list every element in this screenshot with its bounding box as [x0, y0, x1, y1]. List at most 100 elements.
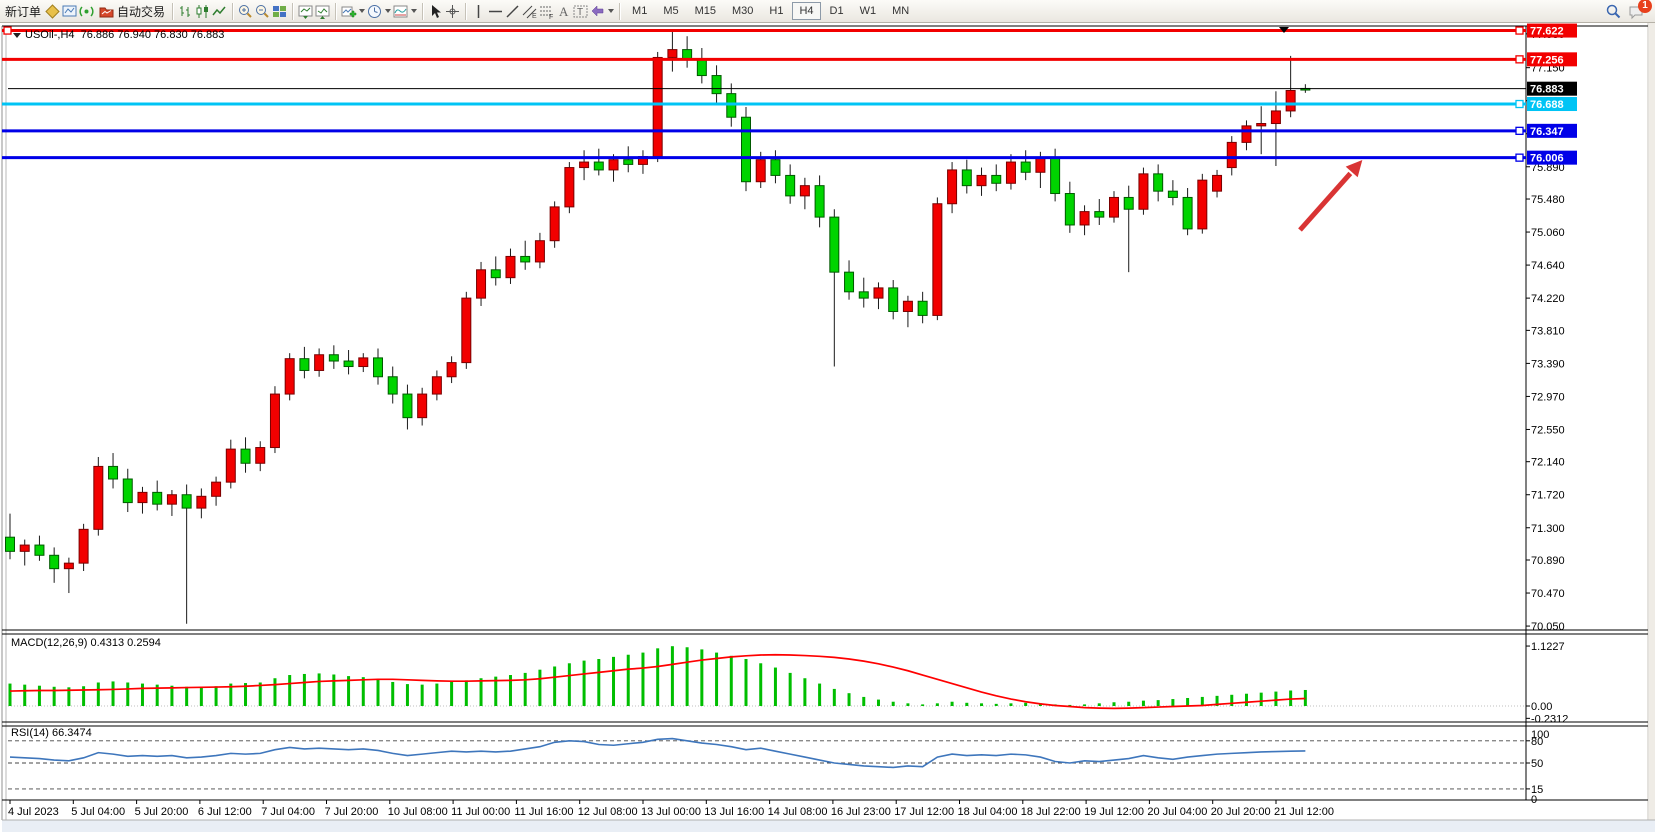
price-axis-label: 71.300: [1531, 523, 1565, 535]
fibonacci-icon[interactable]: F: [538, 3, 555, 21]
price-axis-label: 74.640: [1531, 260, 1565, 272]
svg-text:E: E: [532, 13, 537, 20]
template-dropdown-icon[interactable]: [411, 9, 418, 13]
timeframe-mn[interactable]: MN: [892, 5, 910, 17]
time-axis-label: 5 Jul 20:00: [135, 806, 189, 818]
time-axis-label: 18 Jul 22:00: [1021, 806, 1081, 818]
time-axis-label: 5 Jul 04:00: [71, 806, 125, 818]
autotrade-button[interactable]: 自动交易: [95, 1, 168, 21]
tile-windows-icon[interactable]: [271, 3, 288, 20]
crosshair-icon[interactable]: [444, 3, 461, 20]
price-line-label: 76.688: [1530, 99, 1564, 111]
zoom-out-icon[interactable]: [254, 3, 271, 20]
period-dropdown-icon[interactable]: [385, 9, 392, 13]
add-indicator-icon[interactable]: [340, 3, 357, 20]
candlestick-icon[interactable]: [194, 3, 211, 20]
template-icon[interactable]: [392, 3, 409, 20]
toolbar-separator: [232, 2, 234, 20]
price-axis-label: 75.060: [1531, 227, 1565, 239]
line-handle[interactable]: [1515, 55, 1524, 64]
line-handle[interactable]: [1515, 153, 1524, 162]
timeframe-h4[interactable]: H4: [792, 2, 821, 20]
time-axis-label: 21 Jul 12:00: [1274, 806, 1334, 818]
indicator-window-icon[interactable]: [297, 3, 314, 20]
market-watch-icon[interactable]: [44, 3, 61, 20]
time-axis-label: 13 Jul 16:00: [704, 806, 764, 818]
time-axis-label: 7 Jul 04:00: [261, 806, 315, 818]
time-axis-label: 11 Jul 16:00: [514, 806, 573, 818]
main-toolbar: 新订单 自动交易 E F A T M1 M5 M15 M30 H1 H4 D1 W1 MN 1: [0, 0, 1655, 23]
time-axis-label: 20 Jul 20:00: [1211, 806, 1271, 818]
channel-icon[interactable]: E: [521, 3, 538, 20]
svg-text:F: F: [549, 14, 553, 20]
price-axis-label: 73.810: [1531, 325, 1565, 337]
text-icon[interactable]: A: [555, 3, 572, 20]
line-handle[interactable]: [1515, 126, 1524, 135]
line-handle[interactable]: [1515, 26, 1524, 35]
price-line-label: 77.622: [1530, 26, 1564, 38]
rsi-line: [9, 737, 1306, 769]
zoom-in-icon[interactable]: [237, 3, 254, 20]
price-axis-label: 73.390: [1531, 358, 1565, 370]
search-icon[interactable]: [1605, 3, 1622, 20]
horizontal-line-icon[interactable]: [487, 3, 504, 20]
line-handle[interactable]: [1515, 99, 1524, 109]
timeframe-m1[interactable]: M1: [632, 5, 648, 17]
macd-axis-label: -0.2312: [1531, 713, 1568, 725]
toolbar-separator: [172, 2, 174, 20]
macd-indicator-label: MACD(12,26,9) 0.4313 0.2594: [11, 637, 161, 649]
new-order-button[interactable]: 新订单: [5, 4, 42, 19]
shapes-icon[interactable]: [589, 3, 606, 20]
line-chart-icon[interactable]: [211, 3, 228, 20]
rsi-axis-label: 50: [1531, 758, 1543, 770]
time-axis-label: 17 Jul 12:00: [894, 806, 954, 818]
timeframe-bar: M1 M5 M15 M30 H1 H4 D1 W1 MN: [624, 2, 917, 20]
time-axis-label: 16 Jul 23:00: [831, 806, 891, 818]
price-line-label: 76.006: [1530, 153, 1564, 165]
add-indicator-dropdown-icon[interactable]: [359, 9, 366, 13]
price-line-label: 76.347: [1530, 126, 1564, 138]
time-axis-label: 12 Jul 08:00: [578, 806, 638, 818]
price-axis-label: 72.550: [1531, 424, 1565, 436]
macd-signal-line: [9, 653, 1306, 710]
macd-axis-label: 0.00: [1531, 701, 1552, 713]
toolbar-separator: [465, 2, 467, 20]
text-label-icon[interactable]: T: [572, 3, 589, 20]
ohlc-values: 76.886 76.940 76.830 76.883: [80, 29, 225, 41]
shapes-dropdown-icon[interactable]: [608, 9, 615, 13]
data-window-icon[interactable]: [61, 3, 78, 20]
timeframe-m15[interactable]: M15: [694, 5, 716, 17]
current-price-label: 76.883: [1530, 84, 1564, 96]
bar-chart-icon[interactable]: [177, 3, 194, 20]
price-axis-label: 74.220: [1531, 293, 1565, 305]
time-axis-label: 7 Jul 20:00: [325, 806, 379, 818]
period-clock-icon[interactable]: [366, 3, 383, 20]
chat-icon[interactable]: 1: [1628, 0, 1652, 20]
timeframe-d1[interactable]: D1: [829, 5, 844, 17]
cursor-icon[interactable]: [427, 3, 444, 20]
macd-axis-label: 1.1227: [1531, 641, 1565, 653]
trendline-icon[interactable]: [504, 3, 521, 20]
vertical-line-icon[interactable]: [470, 3, 487, 20]
chart-plot-area[interactable]: [8, 26, 1526, 800]
symbol-label: USOil-,H4: [25, 29, 75, 41]
timeframe-m30[interactable]: M30: [732, 5, 754, 17]
indicator-list-icon[interactable]: [314, 3, 331, 20]
rsi-axis-label: 0: [1531, 794, 1537, 806]
timeframe-m5[interactable]: M5: [663, 5, 679, 17]
timeframe-h1[interactable]: H1: [769, 5, 784, 17]
timeframe-w1[interactable]: W1: [859, 5, 877, 17]
toolbar-separator: [619, 2, 621, 20]
time-axis-label: 13 Jul 00:00: [641, 806, 701, 818]
autotrade-icon: [98, 3, 115, 20]
scroll-end-marker[interactable]: [1279, 27, 1289, 33]
time-axis-label: 10 Jul 08:00: [388, 806, 448, 818]
macd-histogram: [8, 646, 1307, 706]
notification-badge: 1: [1638, 0, 1652, 13]
signal-icon[interactable]: [78, 3, 95, 20]
time-axis-label: 11 Jul 00:00: [451, 806, 510, 818]
symbol-dropdown-icon[interactable]: [13, 32, 21, 38]
arrow-annotation[interactable]: [1298, 160, 1363, 232]
